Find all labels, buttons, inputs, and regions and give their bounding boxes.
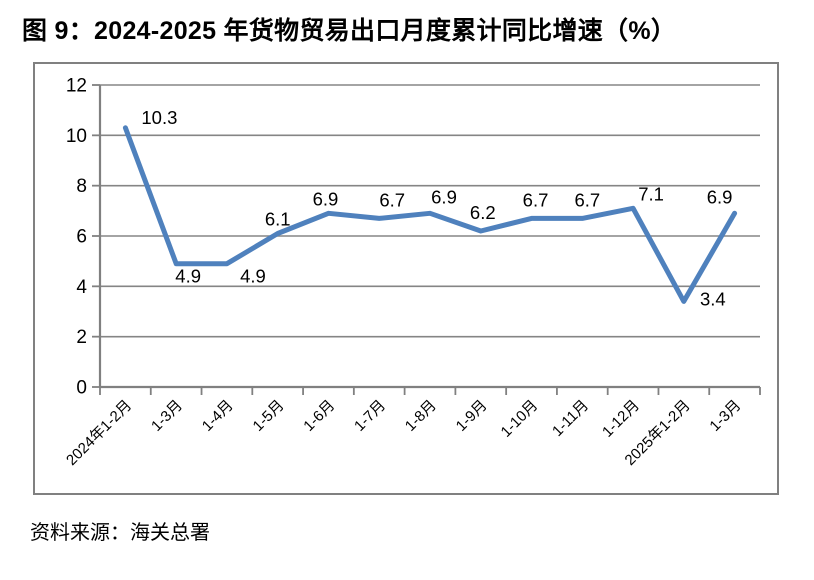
source-note: 资料来源：海关总署 — [30, 522, 210, 544]
x-category-label: 1-5月 — [250, 397, 288, 435]
y-tick-label: 10 — [66, 126, 87, 147]
x-category-label: 1-12月 — [599, 397, 643, 441]
x-category-label: 1-6月 — [300, 397, 338, 435]
x-category-label: 1-8月 — [402, 397, 440, 435]
data-label: 10.3 — [141, 107, 177, 128]
x-category-label: 1-11月 — [549, 397, 592, 440]
data-label: 4.9 — [175, 266, 201, 287]
data-label: 6.2 — [470, 202, 496, 223]
y-tick-label: 8 — [76, 176, 87, 197]
data-label: 4.9 — [240, 266, 266, 287]
x-category-label: 1-4月 — [199, 397, 237, 435]
x-category-label: 1-3月 — [148, 397, 186, 435]
figure-title: 图 9：2024-2025 年货物贸易出口月度累计同比增速（%） — [22, 17, 677, 45]
data-label: 6.7 — [574, 189, 600, 210]
data-label: 6.7 — [379, 189, 405, 210]
line-chart: 0 2 4 6 8 10 12 10.3 2024年1-2月 4.9 1-3月 4.9 1-4月 6.1 1… — [63, 76, 761, 469]
y-tick-label: 6 — [76, 227, 87, 248]
chart-container: 0 2 4 6 8 10 12 10.3 2024年1-2月 4.9 1-3月 4.9 1-4月 6.1 1… — [33, 62, 779, 495]
data-label: 6.9 — [431, 186, 457, 207]
data-label: 7.1 — [638, 183, 664, 204]
y-tick-label: 0 — [76, 378, 87, 399]
x-category-label: 2024年1-2月 — [63, 397, 135, 469]
x-category-label: 1-9月 — [453, 397, 491, 435]
data-line — [122, 125, 738, 304]
data-label: 6.9 — [313, 188, 339, 209]
y-tick-label: 2 — [76, 327, 87, 348]
data-label: 6.1 — [265, 208, 291, 229]
y-tick-label: 4 — [76, 277, 87, 298]
data-label: 6.9 — [707, 186, 733, 207]
data-label: 3.4 — [700, 288, 726, 309]
data-label: 6.7 — [523, 189, 549, 210]
y-tick-label: 12 — [66, 76, 87, 97]
x-category-label: 1-3月 — [706, 397, 744, 435]
x-category-label: 1-10月 — [498, 397, 542, 441]
x-category-label: 1-7月 — [351, 397, 389, 435]
